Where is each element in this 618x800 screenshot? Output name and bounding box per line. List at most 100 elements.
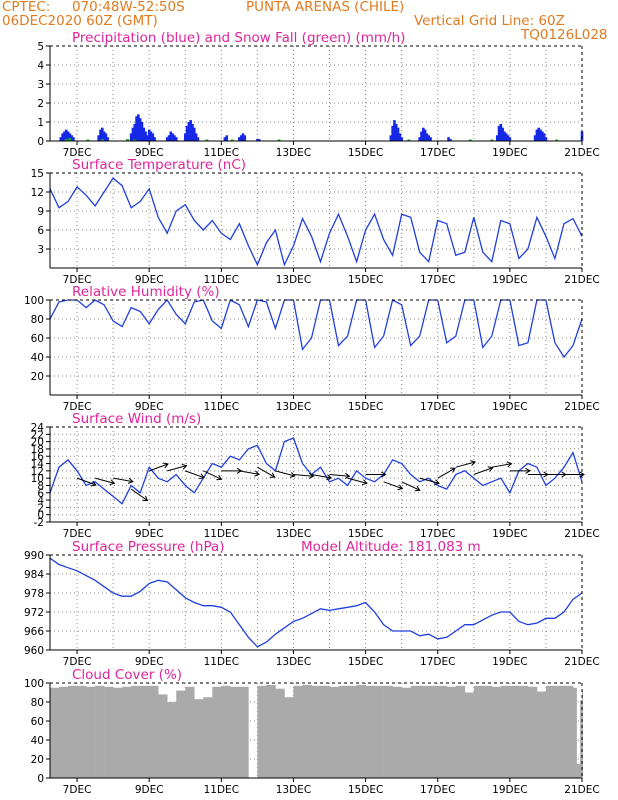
snow-bar (468, 139, 472, 141)
wind-arrow-head (414, 485, 421, 492)
precip-bar (185, 125, 189, 141)
precip-bar (149, 131, 153, 141)
wind-arrow (275, 470, 295, 477)
panel-2-ytick-label: 9 (37, 206, 44, 218)
wind-arrow-head (326, 474, 333, 481)
panel-5-annotation: Model Altitude: 181.083 m (301, 539, 481, 555)
cloud-bar (230, 686, 240, 778)
panel-4-ytick-label: 18 (31, 444, 44, 456)
cloud-bar (491, 686, 502, 778)
cloud-bar (428, 685, 439, 778)
wind-arrow (113, 477, 133, 483)
snow-bar (64, 139, 68, 141)
panel-5-xtick-label: 19DEC (492, 656, 527, 668)
precip-bar (191, 123, 194, 141)
panel-4-ytick-label: 16 (31, 451, 45, 463)
panel-4-ytick-label: 14 (31, 459, 45, 471)
precip-bar (506, 135, 510, 141)
wind-arrow (293, 474, 314, 477)
panel-2-xtick-label: 15DEC (348, 274, 383, 286)
precip-bar (225, 135, 229, 141)
panel-5-ytick-label: 960 (24, 645, 44, 657)
precip-bar (544, 137, 548, 141)
panel-2-ytick-label: 12 (31, 187, 44, 199)
precip-bar (497, 125, 501, 141)
panel-1-xtick-label: 15DEC (348, 147, 383, 159)
wind-arrow (383, 481, 403, 490)
cloud-bar (50, 687, 60, 778)
panel-2-xtick-label: 9DEC (135, 274, 164, 286)
cloud-bar (347, 685, 357, 778)
panel-1-ytick-label: 1 (37, 117, 44, 129)
precip-bar (146, 135, 149, 141)
panel-1-ytick-label: 0 (37, 136, 44, 148)
cloud-bar (293, 685, 303, 778)
panel-5-xtick-label: 13DEC (276, 656, 311, 668)
cloud-bar (77, 685, 87, 778)
panel-2-xtick-label: 21DEC (564, 274, 599, 286)
cloud-bar (419, 685, 430, 778)
snow-bar (407, 139, 411, 141)
precip-bar (63, 131, 66, 141)
precip-bar (129, 133, 133, 141)
precip-bar (499, 123, 503, 141)
cloud-bar (212, 686, 222, 778)
precip-bar (238, 137, 241, 141)
panel-5-ytick-label: 978 (24, 588, 44, 600)
panel-5-ytick-label: 984 (24, 569, 44, 581)
wind-arrow-head (181, 463, 188, 470)
cloud-bar (572, 687, 577, 778)
cloud-bar (59, 686, 69, 778)
panel-4-ytick-label: 24 (31, 422, 45, 434)
snow-bar (133, 139, 137, 141)
panel-2-ytick-label: 6 (37, 225, 44, 237)
panel-6-xtick-label: 21DEC (564, 784, 599, 796)
precip-bar (243, 135, 247, 141)
panel-2-xtick-label: 7DEC (63, 274, 92, 286)
panel-4-xtick-label: 9DEC (135, 528, 164, 540)
panel-4-xtick-label: 19DEC (492, 528, 527, 540)
panel-6-xtick-label: 11DEC (204, 784, 239, 796)
panel-1-ytick-label: 5 (37, 41, 44, 53)
cloud-bar (365, 685, 375, 778)
panel-4-xtick-label: 21DEC (564, 528, 599, 540)
panel-4-xtick-label: 11DEC (204, 528, 239, 540)
precip-bar (394, 123, 398, 141)
precip-bar (503, 131, 506, 141)
precip-bar (169, 131, 173, 141)
cloud-bar (203, 697, 213, 778)
panel-2-xtick-label: 19DEC (492, 274, 527, 286)
panel-2-ytick-label: 15 (31, 168, 44, 180)
wind-arrow-head (142, 495, 149, 502)
wind-arrow-head (308, 472, 315, 479)
panel-4-title: Surface Wind (m/s) (72, 411, 201, 427)
wind-arrow-head (397, 484, 404, 491)
cloud-bar (176, 690, 186, 778)
cloud-bar (356, 684, 366, 778)
precip-bar (187, 122, 191, 141)
cloud-bar (221, 685, 231, 778)
panel-4-ytick-label: -2 (34, 517, 44, 529)
precip-bar (167, 135, 171, 141)
precip-bar (400, 137, 403, 141)
wind-arrow-head (216, 474, 223, 481)
cloud-bar (329, 686, 339, 778)
panel-4-xtick-label: 17DEC (420, 528, 455, 540)
cloud-bar (320, 685, 330, 778)
panel-1-xtick-label: 7DEC (63, 147, 92, 159)
panel-6-xtick-label: 19DEC (492, 784, 527, 796)
panel-3-ytick-label: 20 (31, 371, 44, 383)
cloud-bar (582, 690, 583, 778)
wind-arrow (491, 463, 512, 468)
precip-bar (64, 129, 68, 141)
precip-bar (418, 137, 421, 141)
cloud-bar (536, 691, 547, 778)
panel-3-ytick-label: 100 (24, 295, 44, 307)
panel-3-xtick-label: 19DEC (492, 401, 527, 413)
panel-4-ytick-label: 10 (31, 473, 44, 485)
panel-2-xtick-label: 13DEC (276, 274, 311, 286)
wind-arrow-head (525, 467, 531, 474)
precip-bar (535, 129, 539, 141)
panel-5-series-line (49, 557, 583, 648)
